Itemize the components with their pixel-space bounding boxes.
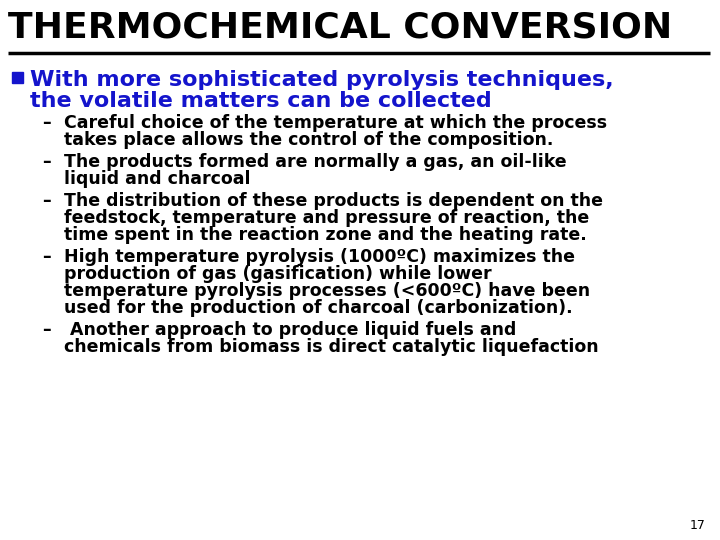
Bar xyxy=(12,72,23,83)
Text: –: – xyxy=(42,153,50,171)
Text: feedstock, temperature and pressure of reaction, the: feedstock, temperature and pressure of r… xyxy=(64,209,589,227)
Text: The products formed are normally a gas, an oil-like: The products formed are normally a gas, … xyxy=(64,153,567,171)
Text: temperature pyrolysis processes (<600ºC) have been: temperature pyrolysis processes (<600ºC)… xyxy=(64,282,590,300)
Text: liquid and charcoal: liquid and charcoal xyxy=(64,170,251,188)
Text: The distribution of these products is dependent on the: The distribution of these products is de… xyxy=(64,192,603,210)
Text: production of gas (gasification) while lower: production of gas (gasification) while l… xyxy=(64,265,492,283)
Text: time spent in the reaction zone and the heating rate.: time spent in the reaction zone and the … xyxy=(64,226,587,244)
Text: used for the production of charcoal (carbonization).: used for the production of charcoal (car… xyxy=(64,299,572,317)
Text: the volatile matters can be collected: the volatile matters can be collected xyxy=(30,91,492,111)
Text: –: – xyxy=(42,114,50,132)
Text: THERMOCHEMICAL CONVERSION: THERMOCHEMICAL CONVERSION xyxy=(8,10,672,44)
Text: –: – xyxy=(42,248,50,266)
Text: takes place allows the control of the composition.: takes place allows the control of the co… xyxy=(64,131,554,149)
Text: Another approach to produce liquid fuels and: Another approach to produce liquid fuels… xyxy=(64,321,516,339)
Text: With more sophisticated pyrolysis techniques,: With more sophisticated pyrolysis techni… xyxy=(30,70,613,90)
Text: Careful choice of the temperature at which the process: Careful choice of the temperature at whi… xyxy=(64,114,607,132)
Text: –: – xyxy=(42,321,50,339)
Text: 17: 17 xyxy=(690,519,706,532)
Text: High temperature pyrolysis (1000ºC) maximizes the: High temperature pyrolysis (1000ºC) maxi… xyxy=(64,248,575,266)
Text: –: – xyxy=(42,192,50,210)
Text: chemicals from biomass is direct catalytic liquefaction: chemicals from biomass is direct catalyt… xyxy=(64,338,598,356)
